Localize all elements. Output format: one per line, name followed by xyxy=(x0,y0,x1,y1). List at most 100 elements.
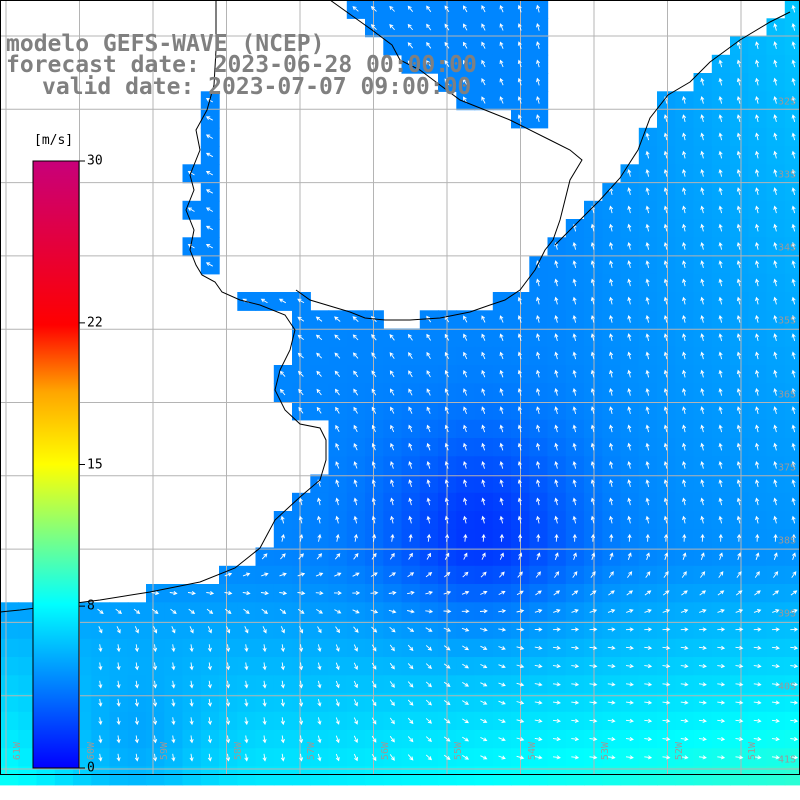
wind-arrow xyxy=(389,352,395,359)
colorbar xyxy=(32,160,85,769)
wind-arrow xyxy=(389,699,395,707)
wind-arrow xyxy=(645,388,650,396)
wind-arrow xyxy=(736,533,742,542)
wind-arrow xyxy=(280,662,285,671)
wind-arrow xyxy=(590,571,596,578)
wind-arrow xyxy=(554,571,560,578)
wind-arrow xyxy=(609,497,614,506)
wind-arrow xyxy=(317,753,322,762)
wind-arrow xyxy=(771,627,780,632)
wind-cell xyxy=(127,766,147,786)
wind-arrow xyxy=(754,571,760,578)
wind-arrow xyxy=(625,664,634,669)
wind-arrow xyxy=(407,627,415,633)
wind-arrow xyxy=(662,590,670,596)
wind-arrow xyxy=(226,698,231,707)
wind-arrow xyxy=(444,552,450,560)
wind-arrow xyxy=(390,424,395,433)
wind-arrow xyxy=(590,479,595,488)
wind-cell xyxy=(748,620,768,640)
wind-arrow xyxy=(517,114,522,122)
wind-arrow xyxy=(755,242,760,250)
wind-cell xyxy=(675,529,695,549)
wind-arrow xyxy=(625,755,634,760)
wind-arrow xyxy=(479,609,488,614)
wind-arrow xyxy=(389,735,395,743)
wind-cell xyxy=(547,584,567,603)
wind-arrow xyxy=(389,717,395,725)
wind-arrow xyxy=(572,315,577,323)
wind-cell xyxy=(456,565,476,585)
wind-cell xyxy=(602,529,622,549)
wind-arrow xyxy=(151,591,160,596)
wind-arrow xyxy=(589,645,598,650)
wind-cell xyxy=(511,766,530,786)
wind-arrow xyxy=(698,700,707,705)
wind-arrow xyxy=(590,442,595,451)
wind-arrow xyxy=(552,645,561,650)
wind-arrow xyxy=(481,533,486,542)
wind-arrow xyxy=(663,187,668,196)
wind-arrow xyxy=(463,479,468,488)
wind-arrow xyxy=(516,755,525,760)
wind-cell xyxy=(620,565,640,585)
wind-arrow xyxy=(753,627,762,632)
wind-arrow xyxy=(791,315,796,323)
wind-arrow xyxy=(554,296,559,305)
wind-arrow xyxy=(443,627,452,632)
coastline-east-path xyxy=(554,11,791,246)
wind-cell xyxy=(584,565,603,585)
wind-cell xyxy=(164,766,184,786)
wind-cell xyxy=(657,565,676,585)
wind-cell xyxy=(0,620,19,640)
wind-arrow xyxy=(298,553,304,560)
wind-arrow xyxy=(499,351,504,360)
wind-arrow xyxy=(536,4,541,13)
wind-arrow xyxy=(244,626,249,634)
wind-arrow xyxy=(662,737,671,742)
wind-arrow xyxy=(627,533,632,542)
wind-arrow xyxy=(187,207,195,212)
wind-arrow xyxy=(481,552,486,560)
wind-cell xyxy=(91,766,111,786)
wind-arrow xyxy=(170,608,177,614)
longitude-label: 59W xyxy=(159,742,170,761)
wind-arrow xyxy=(517,369,522,378)
wind-arrow xyxy=(755,132,760,141)
wind-arrow xyxy=(463,406,467,414)
wind-arrow xyxy=(134,717,139,726)
wind-arrow xyxy=(627,314,632,323)
wind-arrow xyxy=(791,424,796,433)
wind-arrow xyxy=(682,461,687,469)
wind-arrow xyxy=(371,461,376,469)
wind-cell xyxy=(638,602,658,622)
wind-arrow xyxy=(481,388,486,396)
wind-arrow xyxy=(663,296,668,305)
wind-arrow xyxy=(700,187,705,196)
wind-arrow xyxy=(700,314,705,323)
wind-cell xyxy=(383,529,403,549)
wind-arrow xyxy=(571,664,580,669)
latitude-label: 36S xyxy=(777,389,796,401)
wind-arrow xyxy=(534,755,543,760)
wind-arrow xyxy=(335,424,340,433)
wind-arrow xyxy=(554,424,559,433)
wind-arrow xyxy=(536,351,541,360)
wind-arrow xyxy=(389,370,395,378)
wind-arrow xyxy=(317,644,322,652)
wind-arrow xyxy=(645,260,650,269)
wind-arrow xyxy=(644,737,653,742)
wind-arrow xyxy=(205,171,214,176)
wind-arrow xyxy=(335,406,340,414)
wind-arrow xyxy=(134,735,139,744)
wind-cell xyxy=(474,547,494,567)
wind-arrow xyxy=(645,333,650,342)
wind-arrow xyxy=(753,755,762,760)
wind-arrow xyxy=(207,717,212,726)
wind-cell xyxy=(365,584,384,603)
wind-arrow xyxy=(334,352,341,359)
wind-arrow xyxy=(224,608,232,614)
wind-arrow xyxy=(663,241,668,250)
wind-arrow xyxy=(753,737,762,742)
wind-arrow xyxy=(627,278,632,287)
